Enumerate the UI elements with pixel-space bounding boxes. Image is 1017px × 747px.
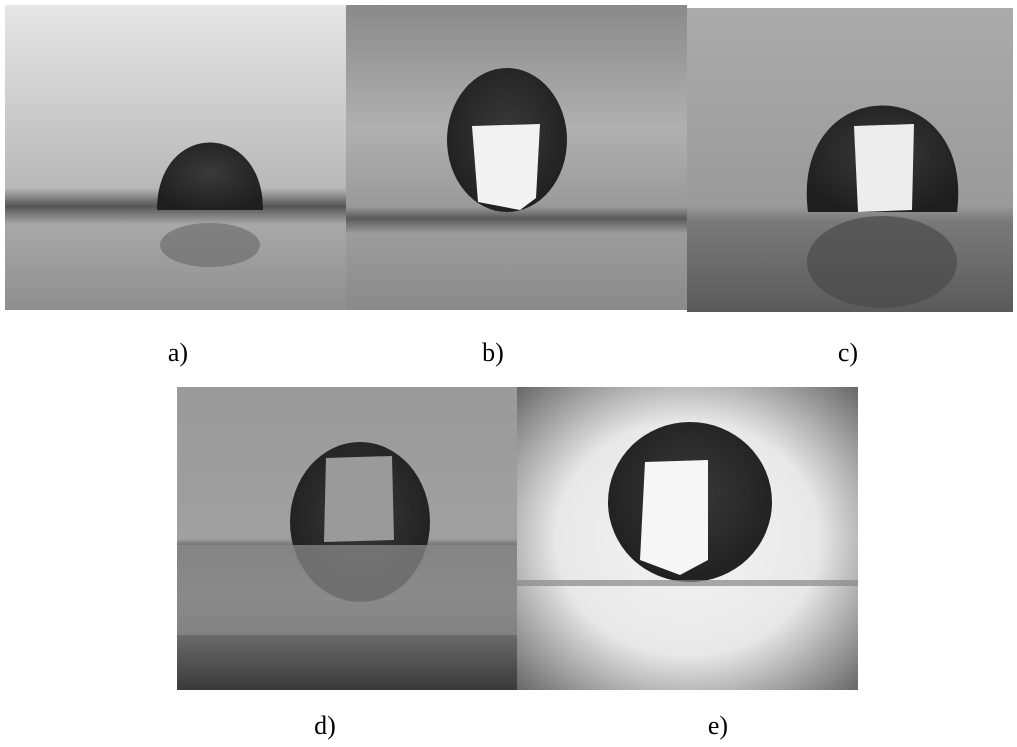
page: a) b) c) d) e) (() => { const data = JSO… (0, 0, 1017, 747)
panel-label: b) (482, 338, 504, 367)
panel-label: d) (314, 711, 336, 740)
photo-d (177, 387, 517, 690)
panel-label: a) (168, 338, 188, 367)
photo-b (346, 5, 687, 310)
figure: a) b) c) d) e) (0, 0, 1017, 747)
photo-c (687, 8, 1013, 312)
panel-label: e) (708, 711, 728, 740)
photo-a (5, 5, 346, 310)
photo-e (517, 387, 858, 690)
panel-label: c) (838, 338, 858, 367)
